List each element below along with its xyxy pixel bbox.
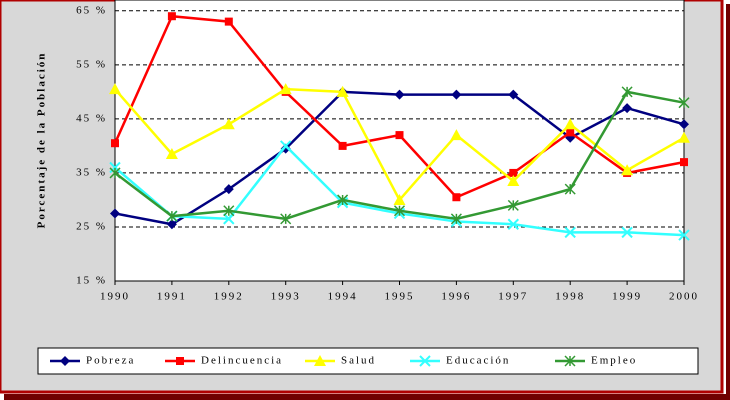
data-point	[279, 140, 292, 152]
data-point	[509, 168, 518, 177]
y-tick-label: 55 %	[76, 58, 107, 70]
x-tick-label: 1993	[271, 291, 301, 303]
data-point	[279, 83, 292, 95]
data-point	[111, 139, 119, 148]
data-point	[564, 118, 577, 130]
legend-label: Delincuencia	[201, 355, 283, 367]
data-point	[621, 86, 633, 98]
data-point	[166, 210, 178, 222]
data-point	[508, 89, 519, 100]
data-point	[678, 97, 690, 109]
data-point	[507, 175, 520, 187]
data-point	[110, 208, 120, 219]
data-point	[680, 158, 688, 167]
data-point	[678, 131, 690, 143]
legend-label: Salud	[341, 355, 376, 367]
data-point	[678, 229, 690, 241]
data-point	[109, 167, 121, 179]
data-point	[109, 161, 121, 174]
y-tick-label: 65 %	[76, 4, 107, 16]
data-point	[280, 213, 292, 225]
data-point	[223, 213, 235, 225]
data-point	[109, 83, 121, 95]
data-point	[621, 226, 633, 239]
data-point	[222, 118, 235, 130]
y-axis-title: Porcentaje de la Población	[36, 52, 48, 229]
data-point	[566, 128, 575, 137]
y-tick-label: 25 %	[76, 220, 107, 232]
data-point	[621, 164, 634, 176]
x-tick-label: 1998	[555, 291, 585, 303]
legend-marker	[419, 355, 431, 367]
legend	[37, 347, 699, 375]
data-point	[507, 199, 519, 211]
legend-label: Pobreza	[86, 355, 135, 367]
x-tick-label: 2000	[669, 291, 699, 303]
y-tick-label: 35 %	[76, 166, 107, 178]
data-point	[395, 131, 404, 140]
data-point	[679, 119, 689, 130]
legend-marker	[314, 355, 326, 366]
data-point	[223, 184, 234, 195]
data-point	[338, 141, 347, 150]
legend-label: Empleo	[591, 355, 637, 367]
data-point	[394, 89, 405, 100]
x-tick-label: 1995	[385, 291, 415, 303]
data-point	[507, 218, 520, 230]
data-point	[223, 205, 235, 217]
data-point	[336, 85, 349, 97]
legend-marker	[176, 357, 184, 365]
data-point	[622, 103, 633, 114]
y-tick-label: 15 %	[76, 275, 107, 287]
frame-shadow	[4, 394, 730, 400]
legend-marker	[564, 355, 576, 367]
data-point	[167, 12, 176, 21]
data-point	[452, 193, 461, 202]
data-point	[451, 89, 462, 100]
legend-marker	[60, 356, 70, 366]
data-point	[450, 213, 462, 225]
data-point	[166, 219, 177, 230]
frame-shadow	[726, 4, 730, 396]
x-tick-label: 1990	[100, 291, 130, 303]
x-tick-label: 1994	[328, 291, 358, 303]
x-tick-label: 1997	[498, 291, 528, 303]
data-point	[564, 226, 576, 239]
x-tick-label: 1991	[157, 291, 187, 303]
x-tick-label: 1992	[214, 291, 244, 303]
data-point	[393, 193, 406, 205]
legend-label: Educación	[446, 355, 510, 367]
data-point	[564, 183, 576, 195]
data-point	[393, 205, 406, 217]
x-tick-label: 1999	[612, 291, 642, 303]
data-point	[337, 194, 349, 206]
y-tick-label: 45 %	[76, 112, 107, 124]
data-point	[450, 129, 463, 141]
data-point	[224, 17, 233, 26]
x-tick-label: 1996	[441, 291, 471, 303]
data-point	[165, 148, 178, 160]
